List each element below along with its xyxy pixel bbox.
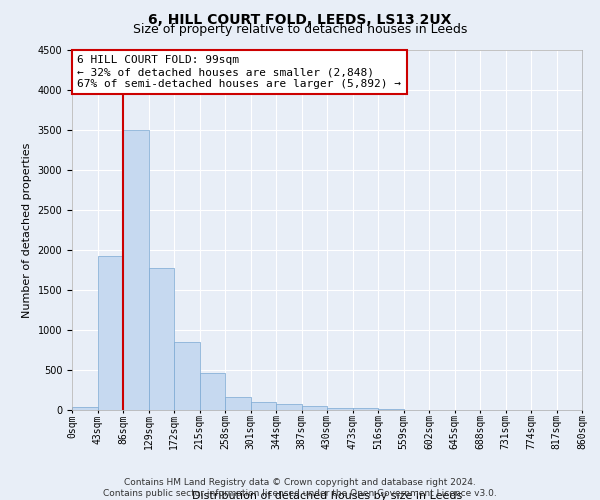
Bar: [353, 408, 378, 410]
Bar: [378, 409, 404, 410]
Text: 6, HILL COURT FOLD, LEEDS, LS13 2UX: 6, HILL COURT FOLD, LEEDS, LS13 2UX: [148, 12, 452, 26]
Bar: [251, 402, 276, 410]
Bar: [276, 404, 302, 410]
Bar: [123, 130, 149, 410]
Bar: [327, 408, 353, 410]
Bar: [149, 268, 174, 410]
Text: Contains HM Land Registry data © Crown copyright and database right 2024.
Contai: Contains HM Land Registry data © Crown c…: [103, 478, 497, 498]
X-axis label: Distribution of detached houses by size in Leeds: Distribution of detached houses by size …: [192, 491, 462, 500]
Bar: [302, 406, 327, 410]
Bar: [72, 407, 97, 410]
Bar: [199, 373, 225, 410]
Bar: [174, 342, 199, 410]
Text: 6 HILL COURT FOLD: 99sqm
← 32% of detached houses are smaller (2,848)
67% of sem: 6 HILL COURT FOLD: 99sqm ← 32% of detach…: [77, 56, 401, 88]
Y-axis label: Number of detached properties: Number of detached properties: [22, 142, 32, 318]
Bar: [97, 256, 123, 410]
Bar: [225, 397, 251, 410]
Text: Size of property relative to detached houses in Leeds: Size of property relative to detached ho…: [133, 22, 467, 36]
